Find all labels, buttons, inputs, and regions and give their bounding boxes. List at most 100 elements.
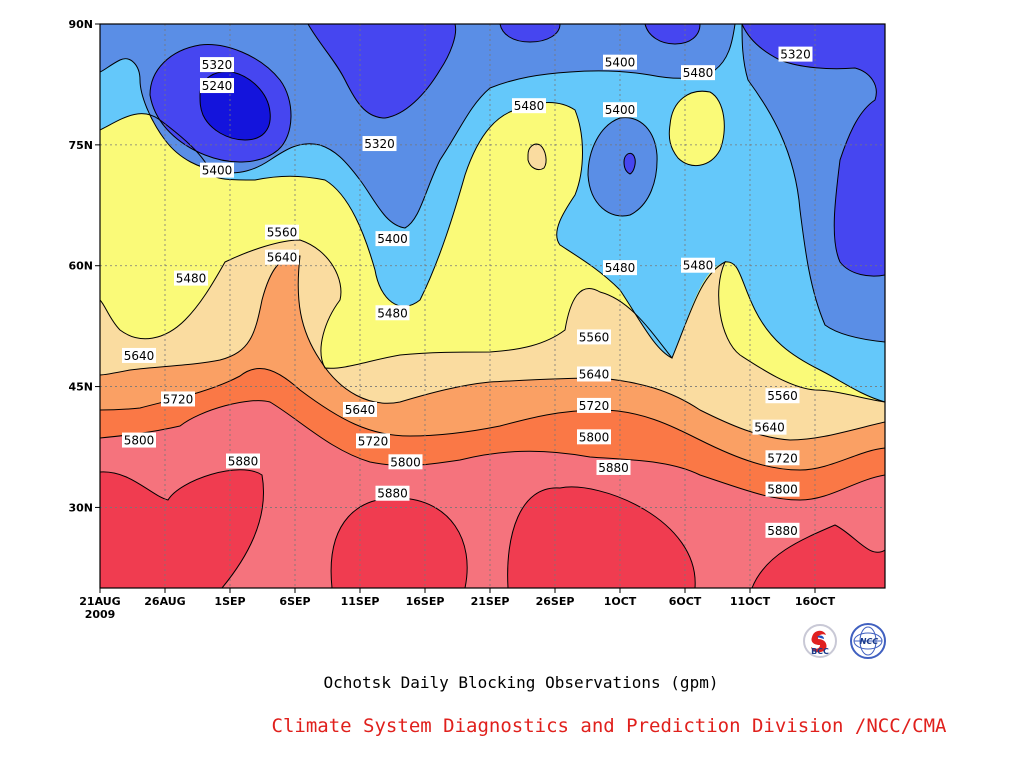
contour-label-text: 5400 [202,164,233,178]
contour-label-5800: 5800 [577,429,611,445]
contour-label-text: 5720 [767,451,798,465]
contour-label-box [375,485,410,501]
contour-label-box [577,329,611,345]
contour-label-box [577,397,611,413]
contour-label-text: 5800 [767,483,798,497]
contour-label-box [122,347,156,363]
contour-label-text: 5800 [124,434,155,448]
x-tick-label: 26SEP [536,595,575,608]
contour-label-text: 5640 [124,349,155,363]
contour-label-5240: 5240 [200,78,234,94]
contour-label-box [681,257,715,273]
contour-label-box [265,224,299,240]
y-tick-label: 75N [68,139,93,152]
contour-label-5880: 5880 [596,459,631,475]
contour-label-text: 5480 [514,99,545,113]
contour-label-text: 5880 [767,524,798,538]
contour-label-5480: 5480 [681,65,715,81]
contour-label-text: 5560 [579,330,610,344]
contour-label-5640: 5640 [265,249,299,265]
contour-labels: 5320 5240 5320 5400 5560 5640 5400 5480 5480 5640… [122,46,813,538]
contour-label-5640: 5640 [577,366,611,382]
contour-label-text: 5480 [683,66,714,80]
contour-label-5400: 5400 [200,162,234,178]
x-tick-label: 26AUG [144,595,185,608]
contour-label-box [200,162,234,178]
ncc-logo: NCC [850,623,886,659]
y-tick-label: 30N [68,501,93,514]
contour-label-box [603,260,637,276]
contour-line-5720 [100,368,885,471]
contour-label-text: 5720 [579,399,610,413]
contour-label-box [200,57,234,73]
x-tick-label: 6OCT [669,595,702,608]
x-tick-label: 1SEP [214,595,245,608]
contour-label-text: 5560 [267,226,298,240]
contour-label-box [174,270,208,286]
credit-line: Climate System Diagnostics and Predictio… [272,715,947,737]
band-5240-right [742,24,885,277]
contour-label-5400: 5400 [603,54,637,70]
x-tick-label: 16SEP [406,595,445,608]
contour-label-5640: 5640 [122,347,156,363]
grid-lines [100,24,885,588]
chart-title: Ochotsk Daily Blocking Observations (gpm… [324,673,719,692]
contour-label-5720: 5720 [356,433,390,449]
contour-label-text: 5320 [364,137,395,151]
contour-label-box [765,522,800,538]
contour-label-5880: 5880 [226,453,260,469]
contour-label-text: 5480 [683,259,714,273]
contour-label-box [577,429,611,445]
contour-label-5720: 5720 [765,450,800,466]
band-5560-spot-sep [528,144,547,170]
axis-ticks: 30N 45N 60N 75N 90N 21AUG 26AUG 1SEP 6SEP 11SEP 16… [68,18,835,621]
contour-line-5560 [100,239,885,403]
contour-label-5400: 5400 [375,231,410,247]
contour-line-5480-bubble [668,90,725,166]
contour-label-box [265,249,299,265]
contour-line-5400 [100,24,885,343]
band-5240-top-oct [645,24,700,44]
contour-label-text: 5400 [605,103,636,117]
contour-line-5560-spot [527,143,547,171]
contour-label-text: 5480 [605,261,636,275]
contour-label-box [161,391,195,407]
contour-label-text: 5400 [377,232,408,246]
contour-label-5480: 5480 [174,270,208,286]
contour-label-box [375,305,410,321]
contour-label-box [765,388,800,404]
contour-label-text: 5720 [163,392,194,406]
contour-label-5320: 5320 [362,136,397,152]
contour-label-text: 5400 [605,56,636,70]
contour-line-5320 [149,24,885,277]
y-tick-label: 60N [68,260,93,273]
contour-label-box [596,459,631,475]
contour-label-text: 5480 [176,272,207,286]
bcc-logo: BCC [803,624,837,658]
x-tick-label: 1OCT [604,595,637,608]
contour-label-5800: 5800 [765,481,800,497]
x-tick-label: 16OCT [795,595,836,608]
contour-label-box [765,450,800,466]
contour-label-box [122,432,156,448]
contour-label-box [200,78,234,94]
contour-label-5720: 5720 [161,391,195,407]
contour-label-text: 5480 [377,306,408,320]
contour-label-box [603,54,637,70]
contour-label-5480: 5480 [681,257,715,273]
contour-label-box [752,419,787,435]
band-5320-blob-oct [588,117,658,216]
contour-label-text: 5640 [267,251,298,265]
contour-label-5640: 5640 [343,401,377,417]
band-5240-top-mid [500,24,560,42]
contour-label-box [375,231,410,247]
contour-label-text: 5640 [345,403,376,417]
plot-frame [99,23,886,589]
contour-line-5400-blob [587,117,658,217]
x-tick-label: 6SEP [279,595,310,608]
contour-label-text: 5880 [228,455,259,469]
contour-label-text: 5640 [579,367,610,381]
contour-label-box [362,136,397,152]
contour-label-text: 5320 [780,48,811,62]
